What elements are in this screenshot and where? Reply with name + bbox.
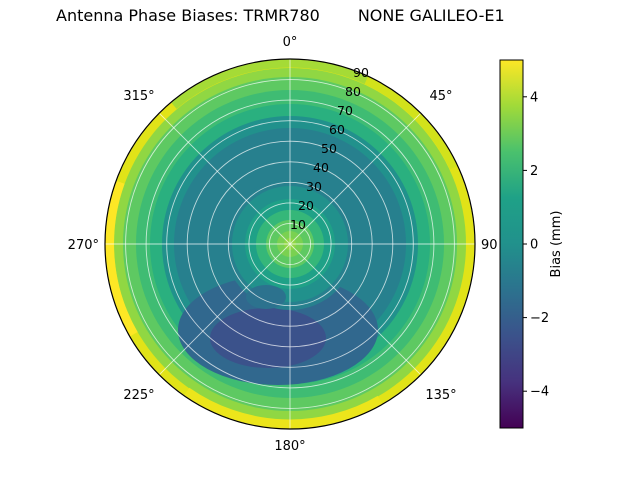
radial-tick-label: 80 (345, 84, 361, 99)
radial-tick-labels: 10 20 30 40 50 60 70 80 90 (290, 65, 369, 232)
angular-tick-label: 180° (274, 439, 305, 454)
colorbar-gradient (499, 59, 524, 429)
angular-tick-label: 225° (123, 388, 154, 403)
radial-tick-label: 30 (306, 179, 322, 194)
radial-tick-label: 90 (353, 65, 369, 80)
colorbar-tick-label: 0 (530, 238, 538, 253)
radial-tick-label: 70 (337, 103, 353, 118)
colorbar-tick-label: −2 (530, 311, 549, 326)
chart-title: Antenna Phase Biases: TRMR780 NONE GALIL… (56, 6, 505, 25)
colorbar-tick-labels: 4 2 0 −2 −4 (530, 90, 549, 399)
colorbar-tick-label: −4 (530, 385, 549, 400)
colorbar-axis-label: Bias (mm) (549, 211, 564, 278)
polar-axes-boundary (104, 58, 476, 430)
radial-tick-label: 50 (321, 141, 337, 156)
colorbar-tick-label: 4 (530, 90, 538, 105)
angular-tick-label: 45° (429, 89, 452, 104)
colorbar-tick-label: 2 (530, 164, 538, 179)
polar-grid (105, 59, 475, 429)
colorbar-ticks (523, 96, 527, 392)
colorbar: 4 2 0 −2 −4 Bias (mm) (499, 59, 564, 429)
angular-tick-label: 315° (123, 89, 154, 104)
angular-tick-label: 135° (425, 388, 456, 403)
angular-tick-label: 0° (283, 35, 298, 50)
radial-tick-label: 10 (290, 217, 306, 232)
chart-title-right: NONE GALILEO-E1 (357, 6, 505, 25)
chart-title-left: Antenna Phase Biases: TRMR780 (56, 6, 320, 25)
radial-tick-label: 60 (329, 122, 345, 137)
radial-tick-label: 40 (313, 160, 329, 175)
angular-tick-labels: 0° 45° 90 135° 180° 225° 270° 315° (68, 35, 498, 454)
angular-tick-label: 270° (68, 238, 99, 253)
radial-tick-label: 20 (298, 198, 314, 213)
angular-tick-label: 90 (481, 238, 498, 253)
